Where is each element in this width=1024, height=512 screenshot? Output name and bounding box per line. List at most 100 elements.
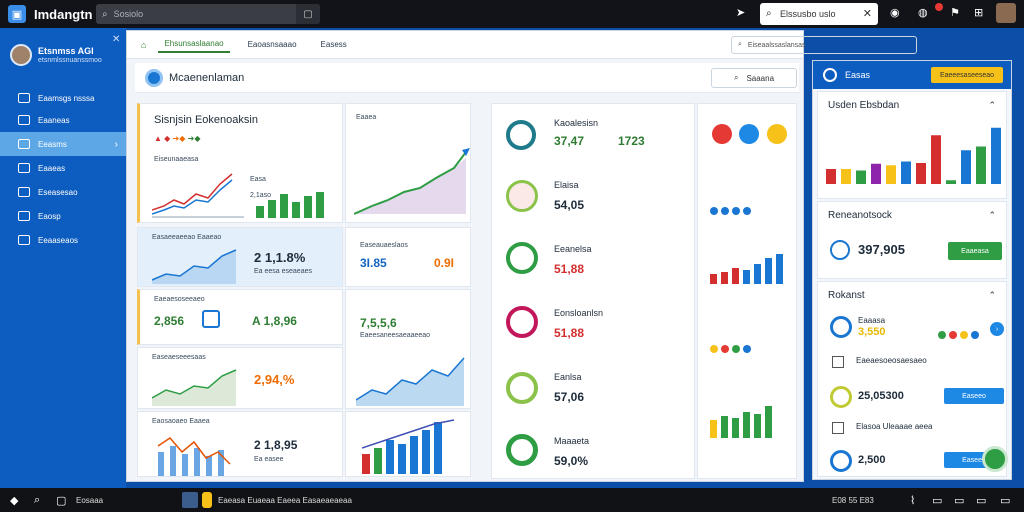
row-value: 25,05300 bbox=[858, 390, 904, 402]
search-icon[interactable]: ⌕ bbox=[34, 494, 41, 506]
card-label: Easaeeaeeao Eaaeao bbox=[152, 234, 222, 241]
notification-badge bbox=[935, 3, 943, 11]
stats-card[interactable]: Eaeaesoseeaeo 2,856 A 1,8,96 bbox=[137, 289, 343, 345]
sidebar-item-label: Eaosp bbox=[38, 211, 61, 221]
tab-3[interactable]: Easess bbox=[320, 40, 347, 49]
battery-icon[interactable]: ▭ bbox=[954, 495, 965, 507]
chevron-up-icon[interactable]: ⌃ bbox=[988, 210, 996, 220]
send-icon[interactable]: ➤ bbox=[736, 7, 746, 19]
taskbar-app-label[interactable]: Eosaaa bbox=[76, 496, 104, 505]
card-label: Easeauaeslaos bbox=[360, 242, 408, 249]
flag-icon[interactable]: ⚑ bbox=[950, 7, 960, 19]
card-value: A 1,8,96 bbox=[252, 314, 297, 328]
window-search-text: Eiseaalssaslansas bbox=[747, 41, 806, 49]
app-icon[interactable] bbox=[182, 492, 198, 508]
stats-card[interactable]: Easeauaeslaos 3I.85 0.9I bbox=[345, 227, 471, 287]
secondary-search-input[interactable]: ⌕ Elssusbo uslo ✕ bbox=[760, 3, 878, 25]
right-panel-header: Easas Eaeeesaseeseao bbox=[813, 61, 1011, 89]
search-icon bbox=[823, 68, 837, 82]
bell-icon[interactable]: ◍ bbox=[918, 7, 928, 19]
metric-icon bbox=[506, 180, 538, 212]
metrics-list: Kaoalesisn 37,47 1723 Elaisa 54,05 Eeane… bbox=[491, 103, 695, 479]
list-item-value: 51,88 bbox=[554, 326, 585, 340]
chart-card[interactable]: Easeaeseeesaas 2,94,% bbox=[137, 347, 343, 409]
tab-1[interactable]: Ehsunsaslaanao bbox=[158, 36, 230, 53]
window-search-input[interactable]: ⌕ Eiseaalssaslansas bbox=[731, 36, 917, 54]
header-action-button[interactable]: ⌕ Saaana bbox=[711, 68, 797, 88]
document-icon bbox=[18, 115, 30, 125]
row-label: Eaeaesoeosaesaeo bbox=[856, 356, 927, 365]
image-icon bbox=[18, 211, 30, 221]
metric-icon bbox=[506, 242, 538, 274]
profile[interactable]: Etsnmss AGI etsnmlssnuanssmoo bbox=[10, 44, 102, 66]
app-logo-icon[interactable]: ▣ bbox=[8, 5, 26, 23]
header-button-label: Saaana bbox=[746, 73, 775, 83]
folder-icon bbox=[18, 93, 30, 103]
filter-icon[interactable]: ▢ bbox=[296, 4, 320, 24]
grid-icon[interactable]: ⊞ bbox=[974, 7, 984, 19]
taskbar-window-title[interactable]: Eaeasa Euaeaa Eaeea Easaeaeaeaa bbox=[218, 496, 352, 505]
sidebar-item-5[interactable]: Eseasesao bbox=[0, 180, 126, 204]
chevron-up-icon[interactable]: ⌃ bbox=[988, 100, 996, 110]
sidebar-item-3[interactable]: Eeasms › bbox=[0, 132, 126, 156]
trend-line-chart bbox=[152, 173, 244, 218]
search-icon: ⌕ bbox=[766, 8, 772, 19]
search-text: Sosiolo bbox=[113, 9, 144, 19]
sidebar-item-2[interactable]: Eaaneas bbox=[0, 108, 126, 132]
main-window: ⌂ Ehsunsaslaanao Eaoasnsaaao Easess ⌕ Ei… bbox=[126, 30, 917, 482]
row-action-button[interactable]: Easeeo bbox=[944, 388, 1004, 404]
sidebar-item-7[interactable]: Eeaaseaos bbox=[0, 228, 126, 252]
chart-icon bbox=[18, 235, 30, 245]
card-value: 2 1,1.8% bbox=[254, 250, 306, 265]
card-label: Eaaea bbox=[356, 114, 377, 121]
volume-icon[interactable]: ▭ bbox=[932, 495, 943, 507]
section-title: Reneanotsock bbox=[828, 210, 892, 221]
app-icon[interactable] bbox=[202, 492, 212, 508]
combo-chart bbox=[157, 437, 231, 476]
close-icon[interactable]: ✕ bbox=[112, 34, 121, 45]
window-icon[interactable]: ▢ bbox=[56, 495, 67, 507]
chart-bar bbox=[976, 146, 986, 184]
metric-icon bbox=[830, 450, 852, 472]
sidebar-item-label: Eaaeas bbox=[38, 163, 66, 173]
chart-bar bbox=[841, 169, 851, 184]
show-desktop-icon[interactable]: ▭ bbox=[1000, 495, 1011, 507]
arrow-button[interactable]: › bbox=[990, 322, 1004, 336]
list-item-value: 37,47 bbox=[554, 134, 585, 148]
tab-2[interactable]: Eaoasnsaaao bbox=[247, 40, 297, 49]
metric-icon bbox=[506, 306, 538, 338]
card-value: 0.9I bbox=[434, 256, 455, 270]
global-search-input[interactable]: ⌕ Sosiolo ▢ bbox=[96, 4, 320, 24]
floating-action-button[interactable] bbox=[982, 446, 1008, 472]
right-panel-button[interactable]: Eaeeesaseeseao bbox=[931, 67, 1003, 83]
chart-card[interactable]: Easaeeaeeao Eaaeao 2 1,1.8% Ea eesa esea… bbox=[137, 227, 343, 287]
row-label: Elasoa Uleaaae aeea bbox=[856, 422, 933, 431]
chart-card[interactable] bbox=[345, 411, 471, 477]
close-icon[interactable]: ✕ bbox=[862, 8, 872, 20]
sidebar-item-4[interactable]: Eaaeas bbox=[0, 156, 126, 180]
sidebar-item-label: Eseasesao bbox=[38, 187, 78, 197]
avatar[interactable] bbox=[996, 3, 1016, 23]
row-value: 3,550 bbox=[858, 326, 886, 338]
network-icon[interactable]: ⌇ bbox=[910, 495, 916, 507]
start-icon[interactable]: ◆ bbox=[10, 495, 19, 507]
pie-icons bbox=[712, 124, 790, 149]
sidebar-item-1[interactable]: Eaamsgs nsssa bbox=[0, 86, 126, 110]
sidebar-item-6[interactable]: Eaosp bbox=[0, 204, 126, 228]
metric-icon bbox=[830, 316, 852, 338]
chevron-up-icon[interactable]: ⌃ bbox=[988, 290, 996, 300]
chart-card[interactable]: Eaaea bbox=[345, 103, 471, 223]
list-item-title: Eeanelsa bbox=[554, 244, 592, 254]
chart-card[interactable]: 7,5,5,6 Eaeesaneesaeaaeeao bbox=[345, 289, 471, 409]
bar-chart bbox=[710, 254, 783, 284]
settings-icon[interactable]: ◉ bbox=[890, 7, 900, 19]
tab-bar: ⌂ Ehsunsaslaanao Eaoasnsaaao Easess ⌕ Ei… bbox=[127, 31, 917, 59]
list-item-title: Eonsloanlsn bbox=[554, 308, 604, 318]
search-icon: ⌕ bbox=[102, 8, 108, 20]
bar-chart bbox=[826, 127, 1001, 184]
overview-card[interactable]: Sisnjsin Eokenoaksin ▲ ◆ ➜◆ ➜◆ Eiseunaae… bbox=[137, 103, 343, 223]
chart-bar bbox=[961, 150, 971, 184]
chart-card[interactable]: Eaosaoaeo Eaaea 2 1,8,95 Ea easee bbox=[137, 411, 343, 477]
stock-button[interactable]: Eaaeasa bbox=[948, 242, 1002, 260]
notification-icon[interactable]: ▭ bbox=[976, 495, 987, 507]
